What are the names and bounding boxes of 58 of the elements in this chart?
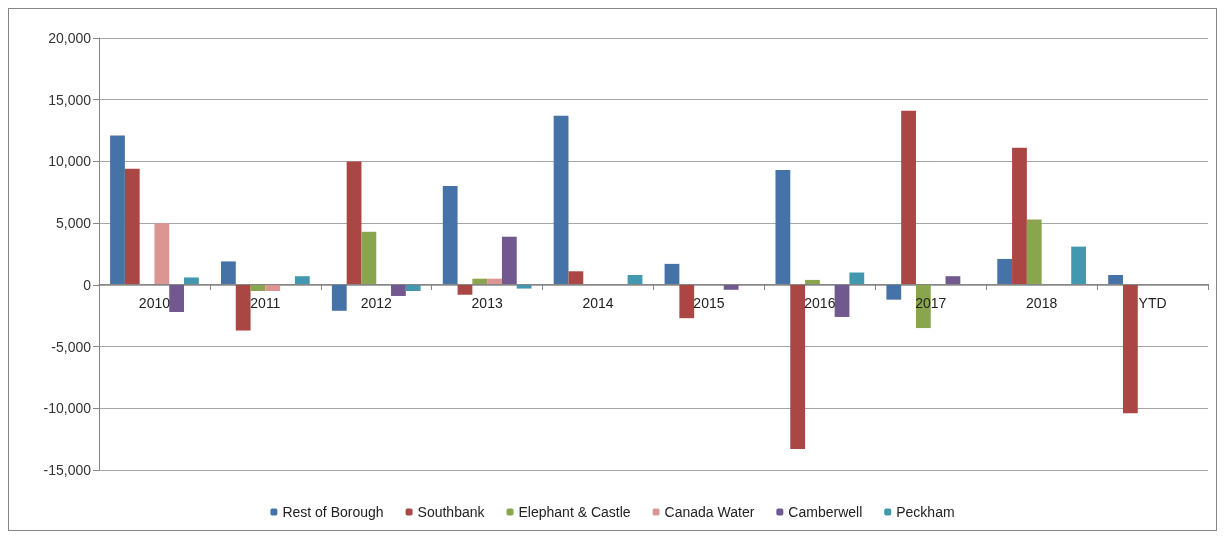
- bar: [346, 161, 362, 285]
- x-tick-label: 2011: [250, 295, 281, 311]
- bar: [294, 276, 310, 285]
- bar: [568, 271, 584, 285]
- bar: [1012, 147, 1027, 285]
- bar: [553, 115, 569, 285]
- legend-label: Peckham: [896, 504, 955, 520]
- bar: [1026, 219, 1042, 285]
- legend-label: Rest of Borough: [282, 504, 384, 520]
- x-tick-label: YTD: [1138, 295, 1167, 311]
- y-tick-label: -10,000: [43, 400, 92, 417]
- bar: [516, 284, 532, 289]
- bar: [124, 168, 140, 285]
- bar: [901, 110, 916, 285]
- legend-label: Canada Water: [664, 504, 755, 520]
- y-tick-label: 10,000: [48, 153, 92, 170]
- y-tick-label: 0: [83, 276, 92, 293]
- bar: [184, 277, 199, 285]
- x-tick-label: 2012: [360, 295, 393, 311]
- x-tick-label: 2015: [693, 295, 725, 311]
- legend-label: Elephant & Castle: [518, 504, 631, 520]
- bar: [886, 284, 902, 300]
- bar: [154, 223, 170, 285]
- bar: [110, 135, 125, 285]
- bar: [664, 263, 680, 285]
- x-tick-label: 2013: [471, 295, 503, 311]
- bar: [331, 284, 347, 311]
- x-tick-label: 2014: [582, 295, 614, 311]
- bar: [723, 284, 739, 290]
- bar: [235, 284, 251, 331]
- bar: [849, 272, 865, 285]
- bar: [1122, 284, 1138, 414]
- bar: [220, 261, 236, 285]
- bar: [250, 284, 266, 292]
- bar: [1071, 246, 1087, 285]
- bar: [457, 284, 473, 295]
- bar: [775, 170, 791, 285]
- y-tick-label: -15,000: [43, 462, 92, 478]
- y-tick-label: 15,000: [48, 91, 92, 108]
- legend-label: Camberwell: [788, 504, 863, 520]
- bar: [1108, 274, 1123, 285]
- bar: [265, 284, 281, 292]
- legend-label: Southbank: [417, 504, 486, 520]
- bar: [169, 284, 185, 313]
- bar: [997, 258, 1013, 285]
- y-tick-label: 20,000: [48, 30, 92, 46]
- bar: [391, 284, 406, 296]
- bar: [442, 186, 458, 285]
- bar: [501, 236, 517, 285]
- bar: [405, 284, 421, 292]
- x-tick-label: 2016: [804, 295, 836, 311]
- bar: [834, 284, 850, 317]
- y-tick-label: 5,000: [55, 215, 92, 232]
- y-tick-label: -5,000: [51, 338, 92, 355]
- x-tick-label: 2018: [1026, 295, 1058, 311]
- bar: [361, 231, 377, 285]
- bar: [679, 284, 695, 319]
- bar: [790, 284, 806, 450]
